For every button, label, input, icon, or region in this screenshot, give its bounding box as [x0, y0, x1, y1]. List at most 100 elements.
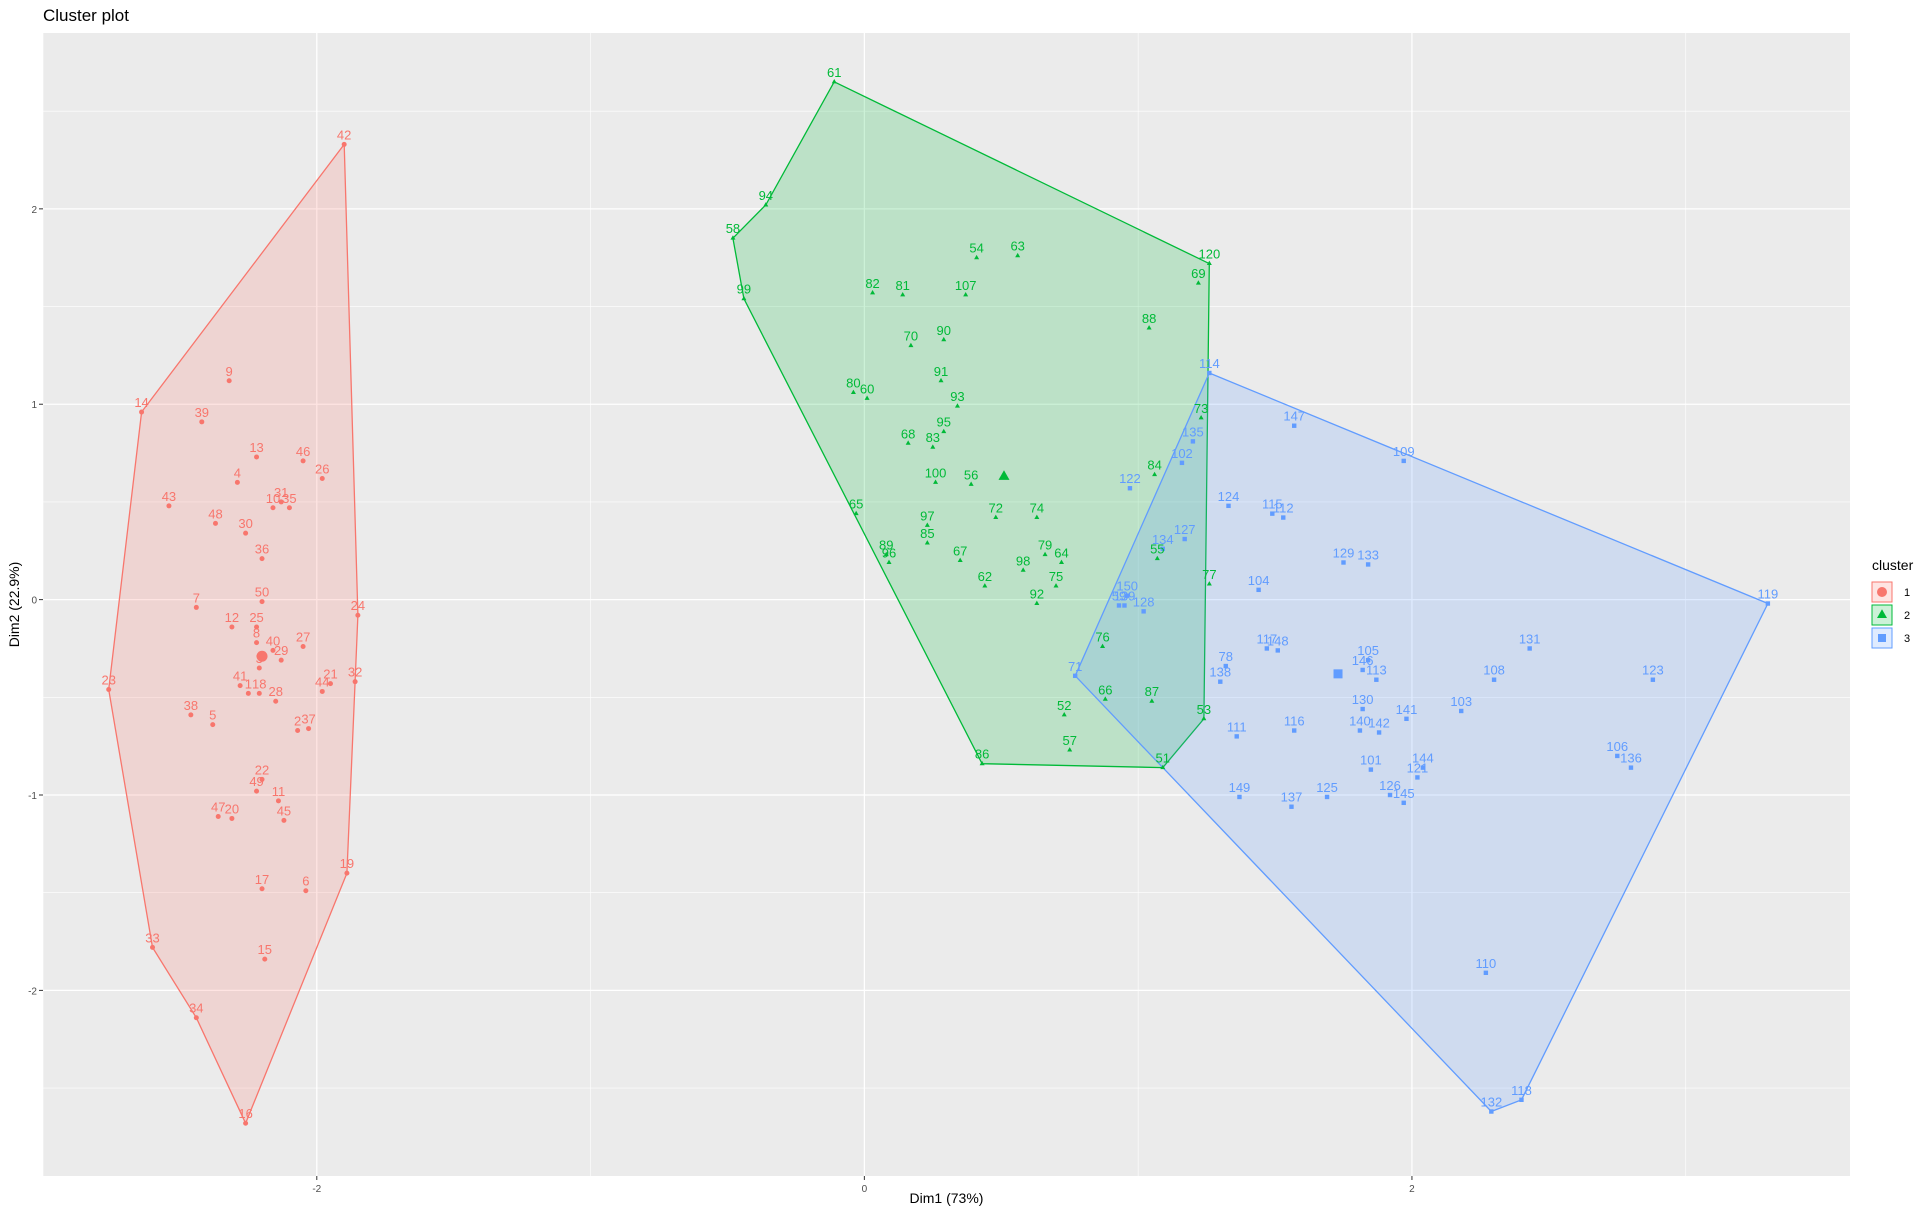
- data-point: [243, 1120, 249, 1126]
- point-label: 104: [1248, 573, 1270, 588]
- data-point: [270, 647, 276, 653]
- data-point: [924, 540, 930, 545]
- point-label: 38: [184, 698, 198, 713]
- data-point: [1365, 562, 1371, 567]
- chart-title: Cluster plot: [43, 6, 129, 25]
- point-label: 72: [989, 501, 1003, 516]
- point-label: 95: [937, 415, 951, 430]
- data-point: [254, 640, 260, 646]
- data-point: [1365, 657, 1371, 663]
- data-point: [327, 681, 333, 687]
- point-label: 45: [277, 803, 291, 818]
- point-label: 28: [268, 684, 282, 699]
- point-label: 48: [208, 506, 222, 521]
- data-point: [1357, 728, 1363, 733]
- data-point: [1281, 515, 1286, 520]
- x-tick-label: 2: [1409, 1184, 1415, 1195]
- data-point: [1179, 460, 1185, 466]
- point-label: 37: [301, 712, 315, 727]
- data-point: [1100, 643, 1106, 649]
- data-point: [1154, 555, 1160, 561]
- point-label: 44: [315, 674, 329, 689]
- data-point: [1341, 560, 1346, 565]
- point-label: 31: [274, 485, 288, 500]
- point-label: 114: [1199, 356, 1220, 371]
- point-label: 14: [134, 395, 148, 410]
- point-label: 12: [225, 610, 239, 625]
- data-point: [166, 503, 172, 509]
- data-point: [234, 479, 240, 485]
- data-point: [188, 712, 194, 718]
- point-label: 41: [233, 669, 247, 684]
- data-point: [886, 559, 892, 564]
- data-point: [1201, 715, 1207, 721]
- point-label: 53: [1197, 702, 1211, 717]
- data-point: [254, 624, 260, 630]
- data-point: [1152, 471, 1158, 477]
- point-label: 20: [225, 801, 239, 816]
- data-point: [941, 336, 947, 342]
- data-point: [908, 342, 914, 348]
- data-point: [1270, 511, 1275, 516]
- point-label: 23: [101, 672, 115, 687]
- data-point: [1765, 601, 1771, 606]
- point-label: 90: [937, 323, 951, 338]
- data-point: [215, 813, 221, 819]
- point-label: 106: [1606, 739, 1628, 754]
- data-point: [938, 377, 944, 383]
- point-label: 21: [323, 667, 337, 682]
- point-label: 94: [759, 188, 773, 203]
- point-label: 75: [1049, 569, 1063, 584]
- data-point: [1015, 252, 1021, 258]
- data-point: [210, 722, 216, 728]
- point-label: 102: [1171, 446, 1193, 461]
- point-label: 25: [249, 610, 263, 625]
- data-point: [1401, 458, 1406, 464]
- point-label: 42: [337, 127, 351, 142]
- point-label: 138: [1209, 665, 1231, 680]
- point-label: 89: [879, 538, 893, 553]
- data-point: [229, 624, 235, 630]
- data-point: [1234, 734, 1239, 739]
- point-label: 27: [296, 630, 310, 645]
- point-label: 115: [1262, 497, 1283, 512]
- point-label: 59: [1112, 588, 1126, 603]
- point-label: 56: [964, 467, 978, 482]
- data-point: [1034, 514, 1040, 520]
- data-point: [259, 776, 265, 782]
- x-tick-label: 0: [862, 1184, 868, 1195]
- point-label: 88: [1142, 311, 1156, 326]
- data-point: [270, 505, 276, 511]
- data-point: [1218, 679, 1223, 684]
- data-point: [352, 679, 358, 685]
- point-label: 87: [1145, 684, 1159, 699]
- point-label: 29: [274, 643, 288, 658]
- point-label: 119: [1757, 587, 1778, 602]
- legend-marker-2: [1877, 609, 1887, 618]
- point-label: 97: [920, 508, 934, 523]
- data-point: [341, 141, 347, 147]
- point-label: 141: [1396, 702, 1418, 717]
- point-label: 117: [1256, 631, 1277, 646]
- data-point: [1116, 603, 1122, 608]
- data-point: [900, 291, 906, 297]
- point-label: 140: [1349, 714, 1371, 729]
- data-point: [1615, 753, 1620, 759]
- data-point: [1360, 706, 1365, 712]
- data-point: [1483, 970, 1489, 975]
- data-point: [259, 556, 265, 562]
- point-label: 43: [162, 489, 176, 504]
- point-label: 86: [975, 747, 989, 762]
- point-label: 133: [1357, 547, 1379, 562]
- point-label: 80: [846, 376, 860, 391]
- data-point: [300, 458, 306, 464]
- data-point: [1190, 439, 1196, 444]
- data-point: [1289, 804, 1294, 809]
- data-point: [275, 798, 281, 804]
- point-label: 57: [1062, 733, 1076, 748]
- point-label: 70: [904, 329, 918, 344]
- data-point: [212, 520, 218, 526]
- x-axis-label: Dim1 (73%): [910, 1190, 984, 1206]
- point-label: 107: [955, 278, 977, 293]
